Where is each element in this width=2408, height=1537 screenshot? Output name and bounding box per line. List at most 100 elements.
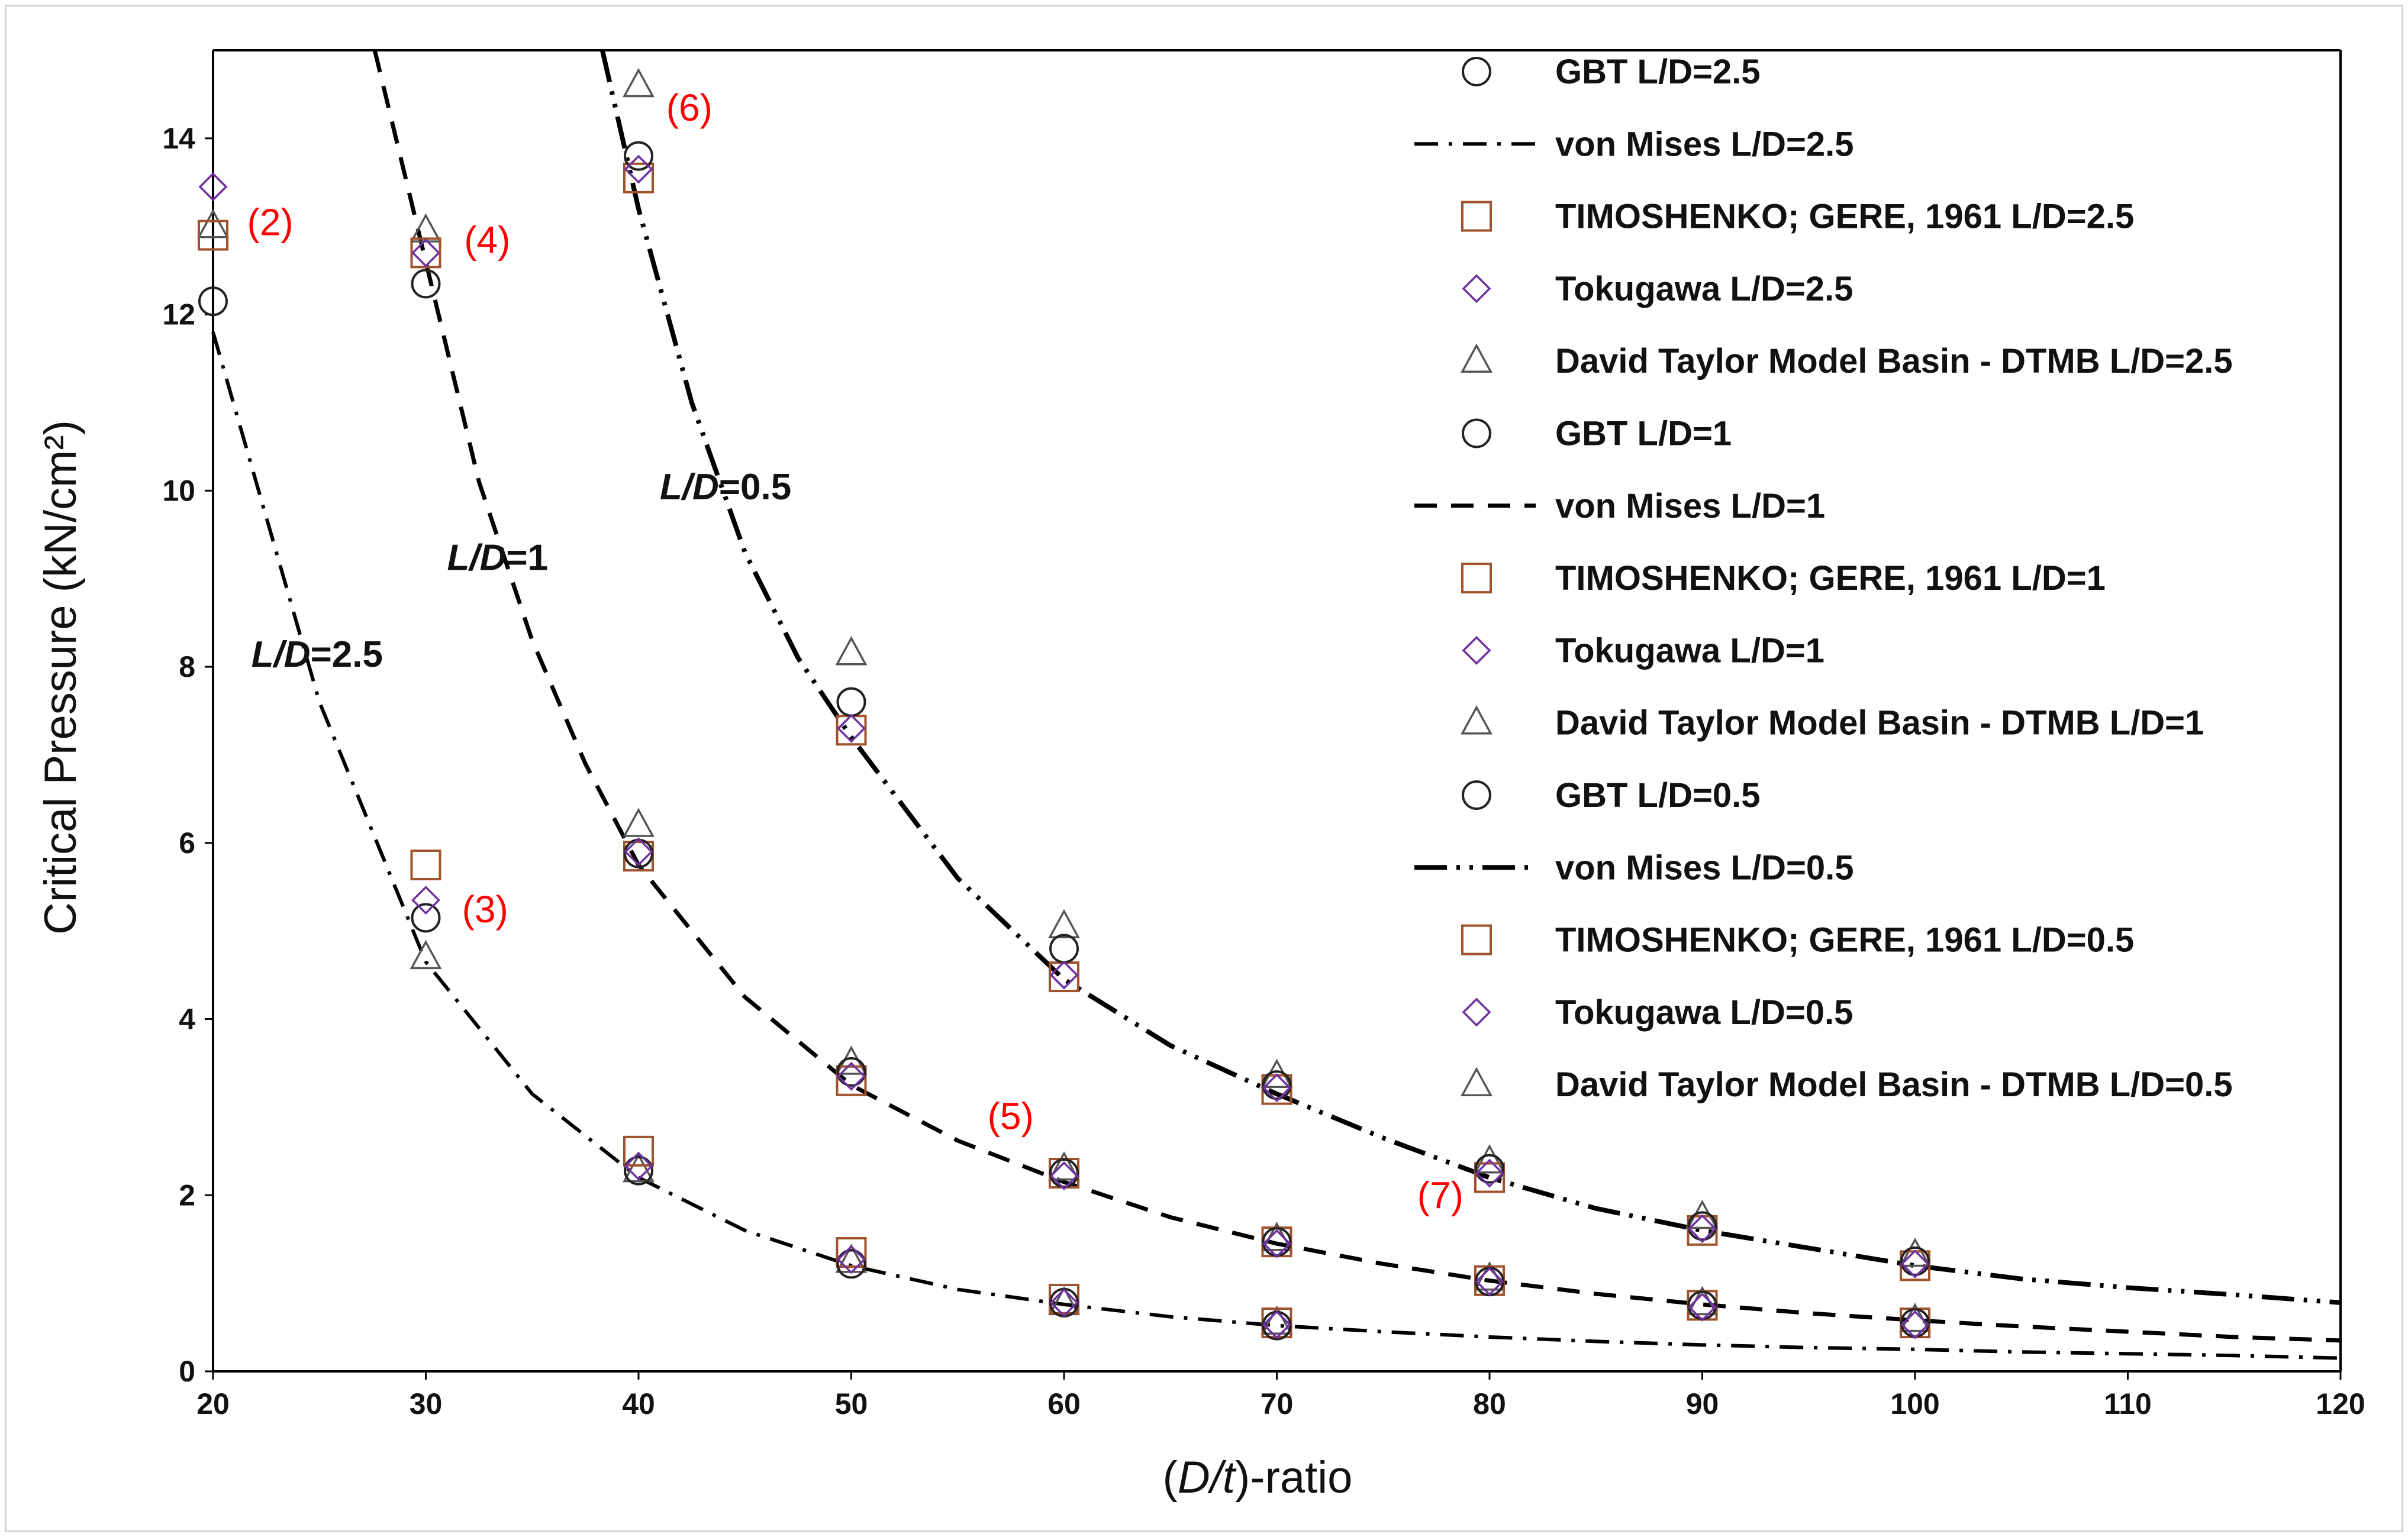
circle-point [411, 269, 441, 299]
curve-label-value: =0.5 [719, 467, 791, 508]
data-markers [197, 67, 1931, 1341]
diamond-point [1049, 960, 1079, 990]
legend-item: von Mises L/D=0.5 [1414, 848, 1853, 887]
curve-label-variable: L/D [447, 537, 506, 578]
x-axis-label-prefix: ( [1163, 1452, 1178, 1503]
triangle-point [835, 636, 868, 666]
diamond-point [1475, 1158, 1504, 1188]
x-tick-label: 50 [835, 1387, 868, 1420]
y-axis-label: Critical Pressure (kN/cm²) [36, 420, 86, 935]
legend-label: GBT L/D=1 [1555, 415, 1732, 453]
circle-point [198, 286, 228, 317]
legend-label: GBT L/D=2.5 [1555, 53, 1760, 91]
diamond-point [411, 886, 440, 915]
curve-von-mises-l-d-1 [372, 50, 2341, 1343]
legend-label: Tokugawa L/D=1 [1555, 631, 1824, 670]
legend-circle-swatch [1462, 57, 1491, 86]
legend-square-swatch [1461, 563, 1492, 594]
triangle-point [623, 67, 655, 98]
legend-label: von Mises L/D=1 [1555, 487, 1825, 525]
triangle-point [1048, 1151, 1080, 1181]
curve-von-mises-l-d-0-5 [599, 50, 2341, 1305]
legend: GBT L/D=2.5 von Mises L/D=2.5 TIMOSHENKO; … [1414, 53, 2233, 1104]
legend-square-swatch [1461, 924, 1492, 955]
diamond-point [624, 154, 653, 184]
legend-label: TIMOSHENKO; GERE, 1961 L/D=0.5 [1555, 921, 2134, 960]
legend-label: David Taylor Model Basin - DTMB L/D=0.5 [1555, 1065, 2233, 1104]
diamond-point [411, 238, 440, 267]
legend-diamond-swatch [1462, 274, 1491, 303]
diamond-point [1475, 1267, 1504, 1296]
legend-label: TIMOSHENKO; GERE, 1961 L/D=2.5 [1555, 198, 2134, 236]
diamond-point [1900, 1249, 1930, 1278]
x-ticks: 20 30 40 50 60 70 80 90 100 110 120 [196, 1371, 2365, 1420]
y-tick-label: 4 [179, 1003, 195, 1036]
y-tick-label: 10 [162, 474, 195, 507]
legend-item: David Taylor Model Basin - DTMB L/D=2.5 [1461, 342, 2233, 380]
square-point [836, 1065, 867, 1096]
diamond-point [1688, 1292, 1717, 1322]
annotation-label: (3) [462, 888, 508, 931]
triangle-point [623, 808, 655, 837]
legend-triangle-swatch [1461, 705, 1492, 735]
square-point [410, 850, 441, 881]
legend-item: TIMOSHENKO; GERE, 1961 L/D=0.5 [1461, 921, 2134, 960]
diamond-point [1688, 1214, 1717, 1244]
x-tick-label: 60 [1047, 1387, 1081, 1420]
circle-point [624, 141, 653, 171]
curve-labels: L/D=2.5L/D=1L/D=0.5 [252, 467, 792, 675]
square-point [623, 162, 654, 193]
legend-triangle-swatch [1461, 1067, 1492, 1096]
circle-point [1900, 1246, 1930, 1276]
annotation-label: (2) [247, 201, 294, 244]
diamond-point [1049, 1288, 1079, 1318]
circle-point [1475, 1154, 1504, 1184]
diamond-point [1049, 1161, 1079, 1190]
y-tick-label: 14 [162, 122, 195, 155]
x-tick-label: 90 [1686, 1387, 1719, 1420]
legend-item: Tokugawa L/D=2.5 [1462, 270, 1853, 308]
curve-label-value: =1 [506, 537, 548, 578]
circle-point [1049, 934, 1079, 964]
y-tick-label: 2 [179, 1178, 195, 1212]
square-point [836, 1237, 867, 1268]
diamond-point [1262, 1073, 1291, 1103]
diamond-point [1262, 1310, 1291, 1339]
square-point [410, 237, 441, 269]
legend-label: Tokugawa L/D=0.5 [1555, 993, 1853, 1032]
figure-frame [5, 5, 2403, 1532]
y-tick-label: 6 [179, 826, 195, 860]
legend-label: Tokugawa L/D=2.5 [1555, 270, 1853, 308]
y-tick-label: 12 [162, 298, 195, 331]
x-axis-label: (D/t)-ratio [1163, 1452, 1353, 1503]
diamond-point [1262, 1229, 1291, 1258]
legend-diamond-swatch [1462, 997, 1491, 1027]
legend-item: David Taylor Model Basin - DTMB L/D=1 [1461, 704, 2204, 742]
annotation-label: (6) [666, 86, 713, 129]
legend-item: Tokugawa L/D=1 [1462, 631, 1824, 670]
legend-item: GBT L/D=2.5 [1462, 53, 1760, 91]
annotation-label: (5) [988, 1095, 1034, 1138]
diamond-point [1900, 1310, 1930, 1339]
triangle-point [623, 1152, 655, 1183]
circle-point [836, 1249, 866, 1279]
circle-point [624, 1155, 653, 1186]
curve-label-variable: L/D [252, 634, 311, 675]
legend-item: GBT L/D=0.5 [1462, 776, 1760, 815]
circle-point [1262, 1070, 1292, 1100]
diamond-point [837, 1061, 866, 1091]
diamond-point [837, 713, 866, 743]
legend-item: von Mises L/D=2.5 [1414, 125, 1853, 163]
triangle-point [1899, 1237, 1931, 1267]
triangle-point [410, 213, 442, 243]
legend-item: TIMOSHENKO; GERE, 1961 L/D=1 [1461, 559, 2106, 598]
legend-circle-swatch [1462, 418, 1491, 448]
curve-label: L/D=2.5 [252, 634, 383, 675]
diamond-point [198, 172, 228, 202]
legend-item: TIMOSHENKO; GERE, 1961 L/D=2.5 [1461, 198, 2134, 236]
legend-label: TIMOSHENKO; GERE, 1961 L/D=1 [1555, 559, 2106, 598]
circle-point [836, 687, 866, 717]
triangle-point [410, 939, 442, 970]
circle-point [411, 903, 441, 933]
